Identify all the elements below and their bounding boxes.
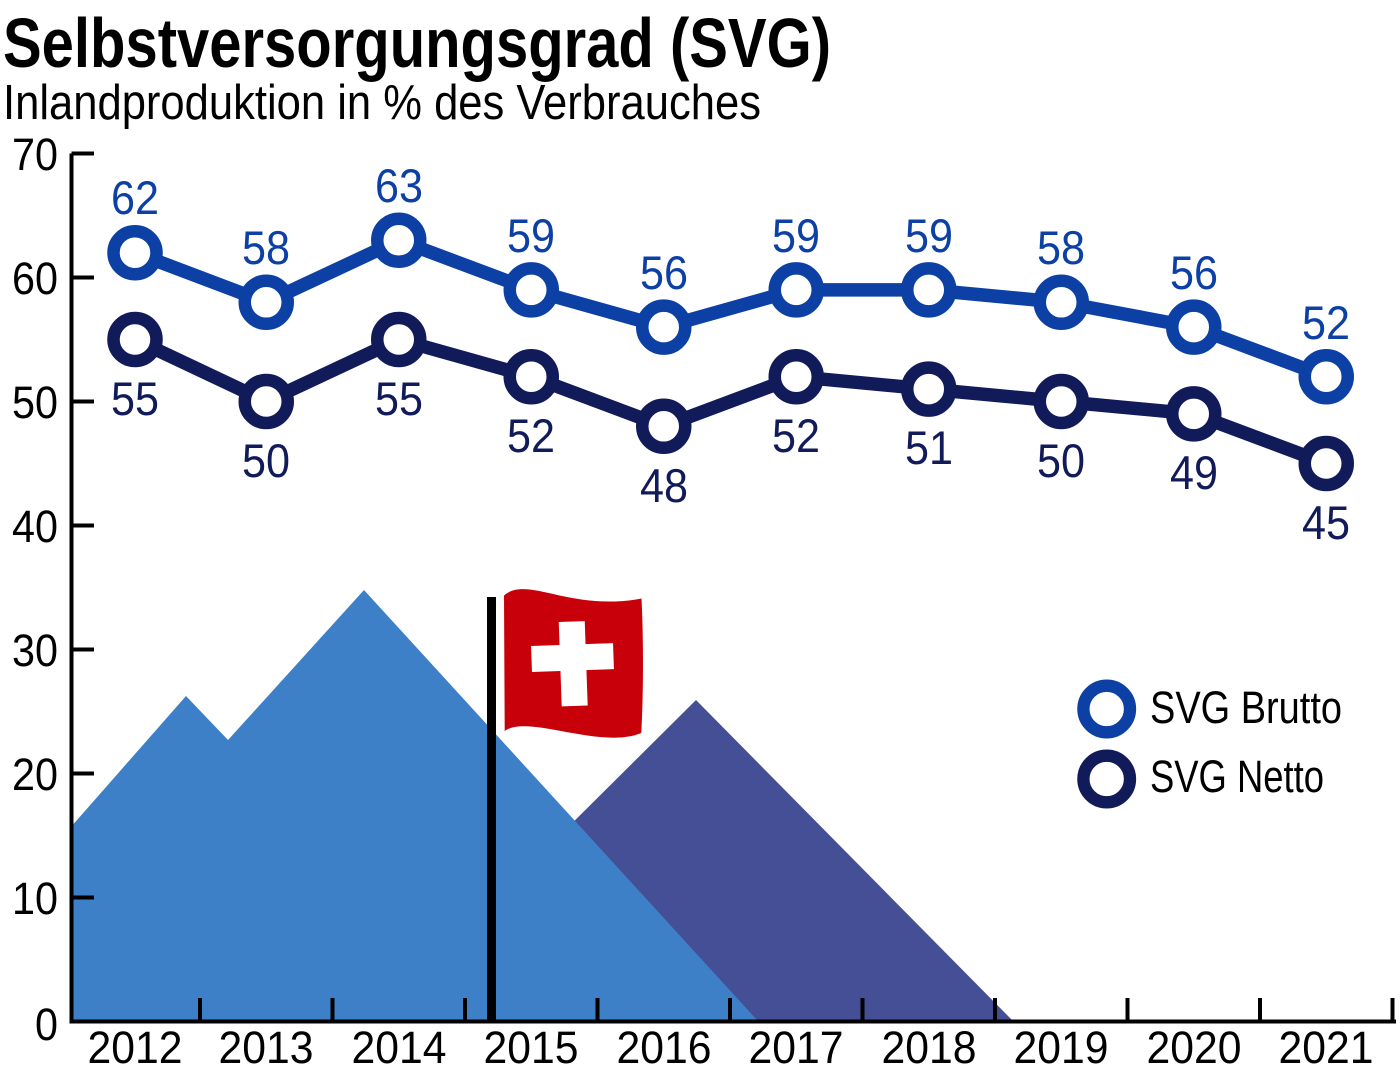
svg-text:SVG Brutto: SVG Brutto bbox=[1150, 682, 1342, 733]
svg-text:30: 30 bbox=[12, 625, 58, 676]
svg-text:2017: 2017 bbox=[749, 1022, 844, 1070]
svg-text:2013: 2013 bbox=[219, 1022, 314, 1070]
svg-text:2014: 2014 bbox=[352, 1022, 447, 1070]
svg-text:2019: 2019 bbox=[1014, 1022, 1109, 1070]
svg-text:2021: 2021 bbox=[1279, 1022, 1374, 1070]
svg-text:58: 58 bbox=[1037, 221, 1085, 274]
svg-text:49: 49 bbox=[1170, 446, 1218, 499]
svg-text:Selbstversorgungsgrad (SVG): Selbstversorgungsgrad (SVG) bbox=[3, 4, 831, 82]
svg-text:SVG Netto: SVG Netto bbox=[1150, 751, 1324, 802]
svg-text:40: 40 bbox=[12, 501, 58, 552]
svg-text:59: 59 bbox=[507, 209, 555, 262]
svg-text:2015: 2015 bbox=[484, 1022, 579, 1070]
svg-text:20: 20 bbox=[12, 749, 58, 800]
svg-text:62: 62 bbox=[111, 171, 159, 224]
svg-text:55: 55 bbox=[375, 372, 423, 425]
svg-text:58: 58 bbox=[242, 221, 290, 274]
svg-text:52: 52 bbox=[507, 409, 555, 462]
svg-text:70: 70 bbox=[12, 129, 58, 180]
svg-text:48: 48 bbox=[640, 459, 688, 512]
svg-text:2012: 2012 bbox=[88, 1022, 183, 1070]
svg-text:45: 45 bbox=[1302, 496, 1350, 549]
svg-text:60: 60 bbox=[12, 253, 58, 304]
svg-text:2020: 2020 bbox=[1147, 1022, 1242, 1070]
svg-text:50: 50 bbox=[12, 377, 58, 428]
svg-text:51: 51 bbox=[905, 421, 953, 474]
svg-text:56: 56 bbox=[1170, 246, 1218, 299]
svg-text:Inlandproduktion in % des Verb: Inlandproduktion in % des Verbrauches bbox=[3, 76, 761, 130]
svg-text:2016: 2016 bbox=[617, 1022, 712, 1070]
svg-text:63: 63 bbox=[375, 159, 423, 212]
svg-text:59: 59 bbox=[772, 209, 820, 262]
svg-text:52: 52 bbox=[772, 409, 820, 462]
svg-text:0: 0 bbox=[35, 999, 58, 1050]
svg-text:50: 50 bbox=[1037, 434, 1085, 487]
svg-text:10: 10 bbox=[12, 873, 58, 924]
svg-text:50: 50 bbox=[242, 434, 290, 487]
svg-text:2018: 2018 bbox=[882, 1022, 977, 1070]
svg-text:55: 55 bbox=[111, 372, 159, 425]
svg-text:52: 52 bbox=[1302, 296, 1350, 349]
svg-text:59: 59 bbox=[905, 209, 953, 262]
svg-text:56: 56 bbox=[640, 246, 688, 299]
